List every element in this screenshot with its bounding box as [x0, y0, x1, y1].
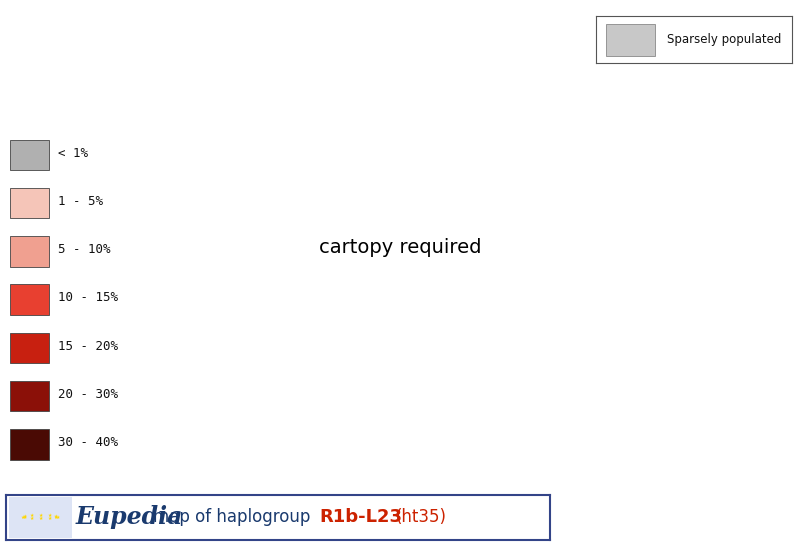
- FancyBboxPatch shape: [10, 140, 49, 170]
- FancyBboxPatch shape: [10, 236, 49, 267]
- Text: map of haplogroup: map of haplogroup: [154, 508, 310, 526]
- Text: ★: ★: [30, 516, 34, 521]
- Text: 10 - 15%: 10 - 15%: [58, 292, 118, 305]
- Text: 1 - 5%: 1 - 5%: [58, 195, 102, 208]
- Text: < 1%: < 1%: [58, 147, 88, 160]
- Text: 15 - 20%: 15 - 20%: [58, 340, 118, 353]
- Text: Sparsely populated: Sparsely populated: [666, 33, 781, 46]
- Text: 5 - 10%: 5 - 10%: [58, 243, 110, 256]
- FancyBboxPatch shape: [10, 381, 49, 411]
- Text: ★: ★: [54, 516, 58, 520]
- FancyBboxPatch shape: [10, 429, 49, 459]
- Text: ★: ★: [30, 513, 34, 518]
- Text: ★: ★: [47, 513, 51, 518]
- FancyBboxPatch shape: [606, 24, 654, 56]
- Text: ★: ★: [47, 516, 51, 521]
- FancyBboxPatch shape: [9, 496, 72, 538]
- Text: R1b-L23: R1b-L23: [319, 508, 402, 526]
- Text: ★: ★: [38, 513, 42, 518]
- FancyBboxPatch shape: [10, 332, 49, 363]
- Text: ★: ★: [22, 514, 27, 519]
- Text: (ht35): (ht35): [395, 508, 446, 526]
- Text: Eupedia: Eupedia: [76, 505, 183, 529]
- FancyBboxPatch shape: [10, 284, 49, 315]
- Text: ★: ★: [56, 514, 61, 520]
- Text: ★: ★: [20, 514, 25, 520]
- Text: cartopy required: cartopy required: [318, 239, 482, 257]
- FancyBboxPatch shape: [10, 188, 49, 219]
- Text: ★: ★: [38, 516, 42, 521]
- Text: 30 - 40%: 30 - 40%: [58, 437, 118, 449]
- Text: ★: ★: [54, 514, 58, 519]
- Text: ★: ★: [22, 516, 27, 520]
- Text: 20 - 30%: 20 - 30%: [58, 388, 118, 401]
